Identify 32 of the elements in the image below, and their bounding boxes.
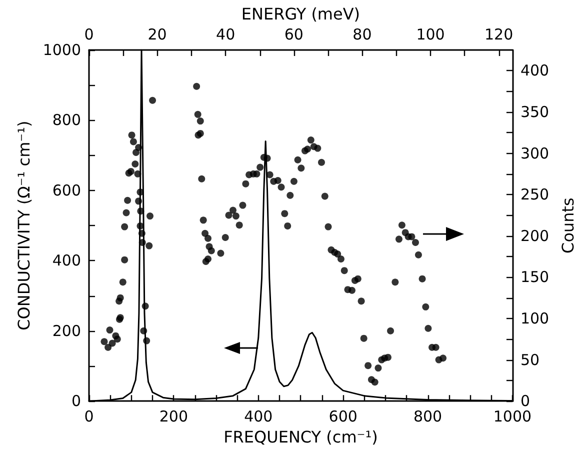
x2-tick-label: 120: [484, 26, 514, 44]
y2-tick-label: 350: [520, 102, 550, 121]
y-tick-label: 400: [52, 252, 81, 270]
y-tick-label: 600: [52, 181, 81, 200]
x-axis-title: FREQUENCY (cm⁻¹): [224, 428, 378, 446]
y2-tick-label: 400: [520, 62, 550, 80]
x2-tick-label: 20: [148, 26, 167, 44]
x-tick-label: 400: [244, 408, 273, 426]
y-tick-label: 800: [52, 111, 81, 130]
y2-tick-label: 200: [520, 226, 550, 245]
y2-tick-label: 150: [520, 268, 550, 286]
x2-axis-title: ENERGY (meV): [241, 4, 360, 24]
y2-tick-label: 0: [520, 392, 530, 410]
x2-tick-label: 60: [284, 26, 304, 44]
x-tick-label: 200: [159, 408, 188, 426]
x-tick-label: 0: [84, 408, 94, 426]
x2-tick-label: 0: [84, 26, 94, 44]
y2-tick-label: 100: [520, 309, 550, 328]
x-tick-label: 600: [328, 408, 358, 426]
y-axis-title: CONDUCTIVITY (Ω⁻¹ cm⁻¹): [14, 120, 34, 330]
y2-tick-label: 300: [520, 144, 550, 162]
y2-tick-label: 250: [520, 186, 550, 204]
x2-tick-label: 100: [416, 26, 445, 44]
y2-tick-label: 50: [520, 350, 540, 369]
x-tick-label: 1000: [493, 408, 532, 426]
y-tick-label: 1000: [42, 41, 81, 59]
x2-tick-label: 40: [216, 26, 236, 44]
y-tick-label: 200: [52, 322, 81, 340]
x-tick-label: 800: [413, 408, 442, 426]
y-tick-label: 0: [71, 392, 81, 410]
x2-tick-label: 80: [352, 26, 372, 44]
y2-axis-title: Counts: [558, 198, 578, 254]
